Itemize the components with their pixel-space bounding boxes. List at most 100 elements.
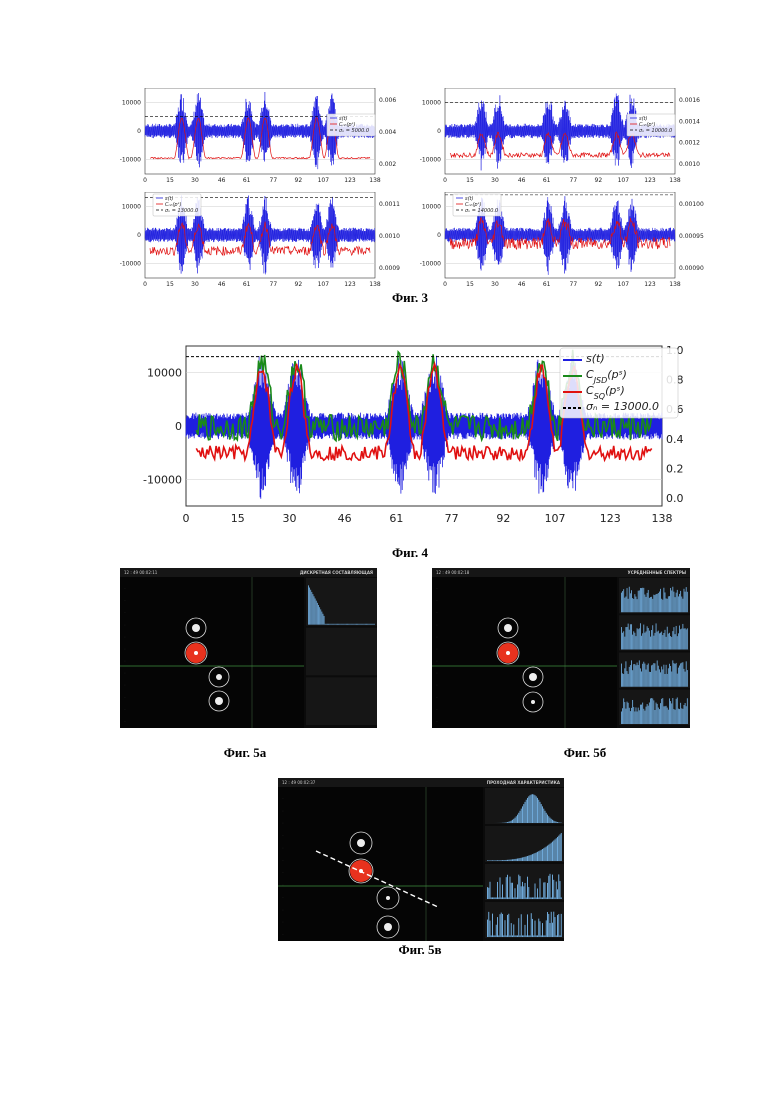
spectrum-bar [621,627,622,649]
spectrum-bar [367,624,368,625]
spectrum-bar [625,597,626,613]
spectrum-bar [510,821,511,823]
spectrum-bar [501,897,502,899]
marker-dot [192,624,200,632]
fig5a-time: 12 : 49 00:02:11 [124,570,157,575]
spectrum-bar [516,935,517,937]
spectrum-bar [676,626,677,650]
spectrum-bar [656,671,657,687]
spectrum-bar [545,935,546,937]
spectrum-bar [667,708,668,724]
axis-tick: · [124,646,126,653]
spectrum-bar [491,935,492,937]
x-tick-label: 0 [443,177,447,184]
spectrum-bar [669,698,670,724]
spectrum-bar [542,923,543,937]
spectrum-bar [668,634,669,650]
spectrum-bar [538,897,539,899]
spectrum-bar [545,811,546,823]
spectrum-bar [541,850,542,861]
spectrum-bar [555,897,556,899]
spectrum-bar [358,624,359,625]
fig3-panel-2: 0153046617792107123138100000-100000.0016… [415,88,715,188]
x-tick-label: 30 [491,177,499,184]
spectrum-bar [535,884,536,899]
spectrum-bar [507,860,508,861]
spectrum-bar [634,633,635,650]
spectrum-bar [643,709,644,724]
y-tick-label: 0 [137,232,141,239]
spectrum-bar [660,703,661,724]
spectrum-bar [672,587,673,613]
spectrum-bar [634,594,635,612]
spectrum-bar [558,836,559,861]
spectrum-bar [670,701,671,724]
spectrum-bar [523,935,524,937]
spectrum-bar [636,665,637,686]
spectrum-bar [343,624,344,625]
spectrum-bar [678,709,679,724]
spectrum-bar [649,598,650,612]
legend-label-tail: (pˢ) [607,368,627,381]
spectrum-bar [502,860,503,861]
spectrum-bar [310,590,311,625]
spectrum-bar [660,633,661,650]
spectrum-bar [528,796,529,823]
spectrum-bar [684,589,685,612]
spectrum-bar [543,848,544,861]
plot-area [432,577,617,728]
spectrum-bar [673,663,674,687]
spectrum-bar [621,664,622,687]
spectrum-bar [325,624,326,625]
spectrum-bar [522,935,523,937]
spectrum-bar [656,594,657,612]
spectrum-bar [661,699,662,724]
fig3-panel-4: 0153046617792107123138100000-100000.0010… [415,192,715,292]
spectrum-bar [309,588,310,625]
spectrum-bar [503,860,504,861]
marker-dot [506,651,510,655]
x-tick-label: 0 [443,281,447,288]
right-tick-label: 0.00095 [679,233,704,240]
spectrum-bar [628,599,629,612]
spectrum-bar [523,857,524,861]
spectrum-bar [624,598,625,613]
spectrum-bar [670,588,671,612]
spectrum-bar [681,629,682,650]
spectrum-bar [518,875,519,899]
spectrum-bar [634,664,635,687]
spectrum-bar [517,935,518,937]
spectrum-bar [350,624,351,625]
x-tick-label: 123 [600,512,621,525]
spectrum-bar [621,711,622,724]
y-tick-label: 10000 [422,99,441,106]
spectrum-bar [498,860,499,861]
x-tick-label: 46 [338,512,352,525]
spectrum-bar [516,859,517,861]
fig3-panel-3: 0153046617792107123138100000-100000.0011… [115,192,415,292]
spectrum-bar [661,599,662,612]
spectrum-bar [653,595,654,613]
y-tick-label: 10000 [122,203,141,210]
x-tick-label: 92 [595,177,603,184]
spectrum-bar [679,626,680,650]
x-tick-label: 138 [669,177,681,184]
y-tick-label: 10000 [422,203,441,210]
spectrum-bar [338,624,339,625]
x-tick-label: 123 [344,281,356,288]
marker-dot [531,700,535,704]
spectrum-bar [642,588,643,612]
spectrum-bar [625,709,626,724]
spectrum-bar [561,914,562,937]
spectrum-bar [685,703,686,724]
spectrum-bar [331,624,332,625]
spectrum-bar [668,710,669,724]
x-tick-label: 107 [318,177,330,184]
spectrum-bar [540,850,541,861]
spectrum-bar [512,883,513,899]
spectrum-bar [637,599,638,612]
spectrum-bar [520,858,521,861]
spectrum-bar [496,860,497,861]
spectrum-bar [540,921,541,937]
spectrum-bar [500,914,501,937]
